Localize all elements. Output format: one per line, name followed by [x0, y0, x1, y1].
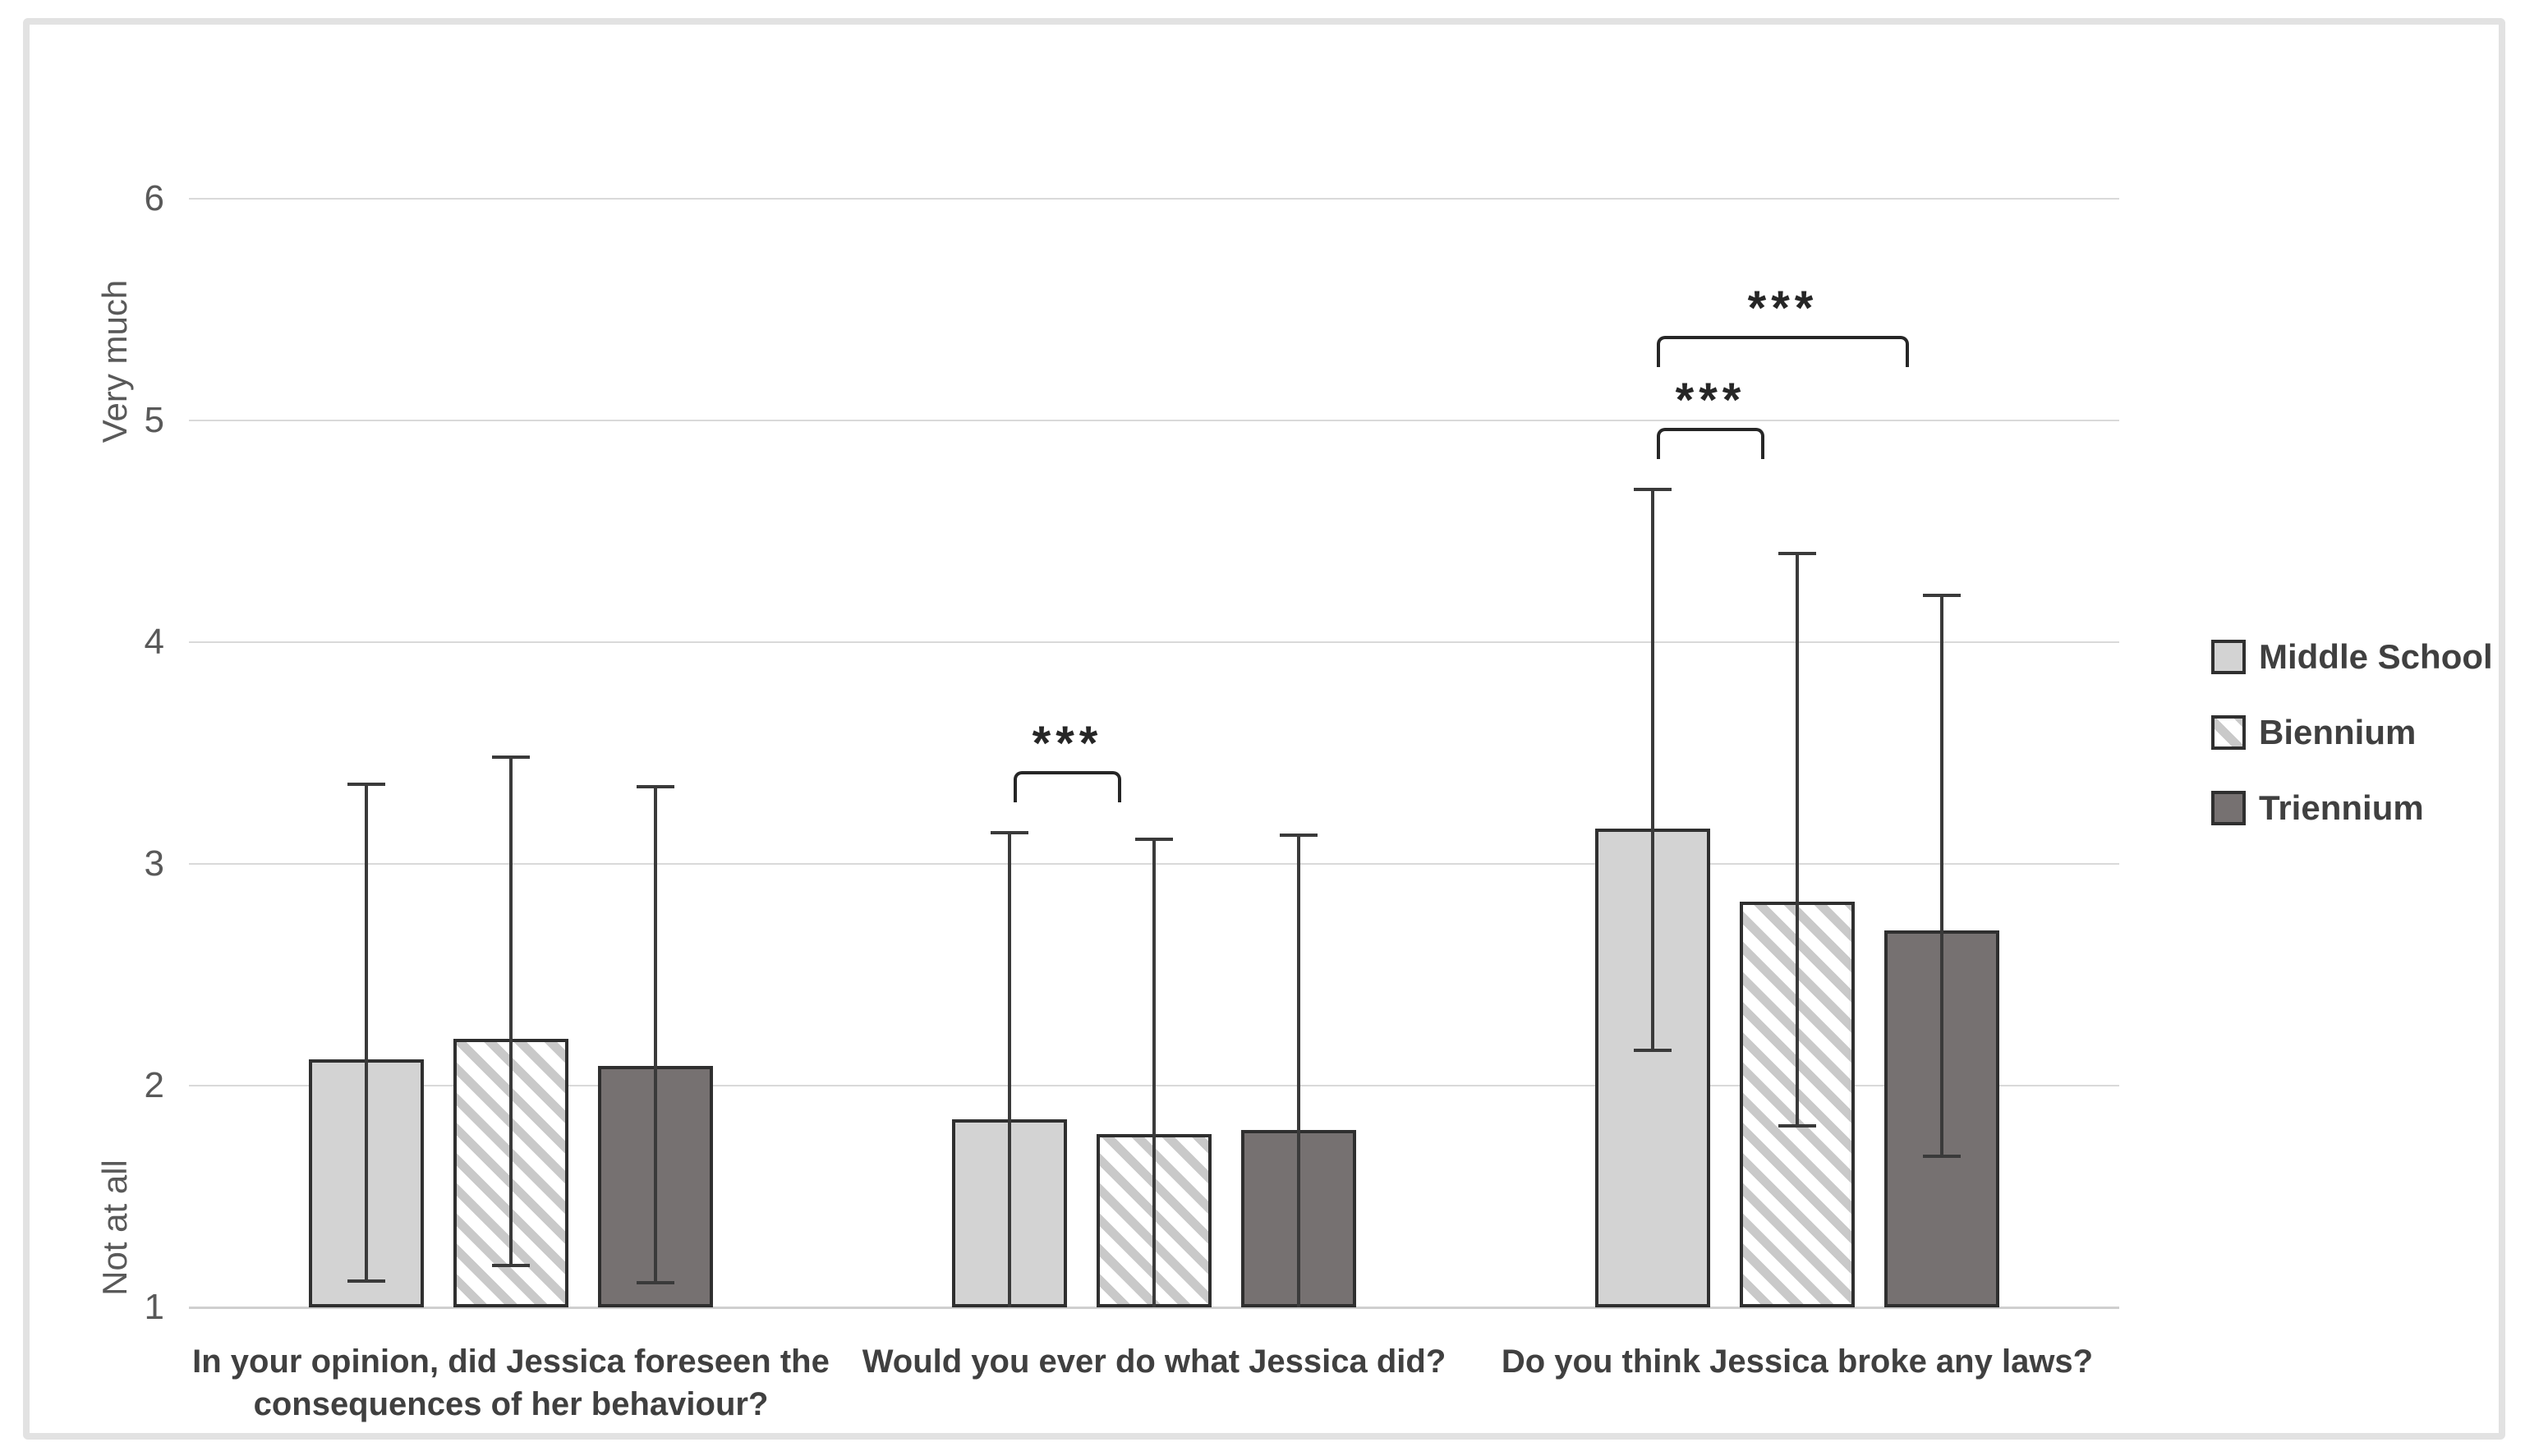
error-cap-top-middle-school-cat2 [991, 831, 1028, 835]
error-bar-biennium-cat3 [1796, 553, 1799, 1126]
significance-bracket-3 [1657, 335, 1909, 367]
error-cap-bottom-biennium-cat1 [492, 1263, 530, 1267]
significance-label-2: *** [1675, 373, 1746, 427]
x-category-label-2: Would you ever do what Jessica did? [862, 1343, 1446, 1380]
error-cap-top-biennium-cat3 [1778, 552, 1816, 555]
y-axis-label-not-at-all: Not at all [95, 1160, 134, 1296]
gridline-5 [189, 420, 2119, 421]
significance-bracket-2 [1657, 427, 1764, 459]
significance-bracket-1 [1014, 771, 1121, 803]
y-tick-label-1: 1 [144, 1287, 164, 1327]
error-cap-bottom-triennium-cat3 [1923, 1155, 1961, 1159]
error-bar-triennium-cat3 [1940, 595, 1943, 1157]
gridline-4 [189, 641, 2119, 643]
error-bar-triennium-cat2 [1297, 834, 1300, 1307]
error-bar-biennium-cat1 [509, 757, 513, 1265]
error-bar-biennium-cat2 [1152, 839, 1156, 1307]
x-category-label-1: In your opinion, did Jessica foreseen th… [192, 1343, 830, 1422]
y-tick-label-5: 5 [144, 400, 164, 440]
legend-swatch-triennium-icon [2211, 791, 2246, 825]
error-cap-bottom-middle-school-cat3 [1634, 1048, 1672, 1052]
error-bar-middle-school-cat3 [1651, 489, 1654, 1050]
error-cap-top-triennium-cat2 [1280, 833, 1318, 837]
error-cap-top-biennium-cat2 [1135, 838, 1173, 842]
significance-label-1: *** [1032, 717, 1103, 771]
legend-label: Biennium [2259, 713, 2417, 751]
x-category-label-3: Do you think Jessica broke any laws? [1501, 1343, 2094, 1380]
gridline-6 [189, 198, 2119, 200]
legend-swatch-middle-school-icon [2211, 640, 2246, 674]
y-tick-label-3: 3 [144, 843, 164, 884]
significance-label-3: *** [1747, 281, 1819, 335]
error-cap-top-triennium-cat1 [637, 784, 674, 788]
y-tick-label-6: 6 [144, 178, 164, 218]
x-axis-line [189, 1307, 2119, 1309]
error-bar-triennium-cat1 [654, 786, 657, 1284]
y-tick-label-4: 4 [144, 622, 164, 662]
legend-swatch-biennium-icon [2211, 715, 2246, 750]
y-tick-label-2: 2 [144, 1065, 164, 1105]
error-cap-bottom-middle-school-cat1 [347, 1279, 385, 1283]
legend-item-triennium: Triennium [2211, 788, 2493, 828]
y-axis-label-very-much: Very much [95, 279, 134, 443]
error-cap-top-triennium-cat3 [1923, 594, 1961, 598]
error-bar-middle-school-cat2 [1008, 833, 1011, 1307]
error-cap-bottom-biennium-cat3 [1778, 1123, 1816, 1128]
error-cap-bottom-triennium-cat1 [637, 1281, 674, 1285]
legend-item-middle-school: Middle School [2211, 637, 2493, 677]
error-cap-top-biennium-cat1 [492, 756, 530, 760]
error-cap-top-middle-school-cat3 [1634, 487, 1672, 491]
error-bar-middle-school-cat1 [365, 783, 368, 1281]
error-cap-top-middle-school-cat1 [347, 782, 385, 786]
legend-label: Triennium [2259, 788, 2424, 827]
legend-item-biennium: Biennium [2211, 713, 2493, 752]
legend-label: Middle School [2259, 637, 2493, 676]
legend: Middle School Biennium Triennium [2211, 637, 2493, 828]
